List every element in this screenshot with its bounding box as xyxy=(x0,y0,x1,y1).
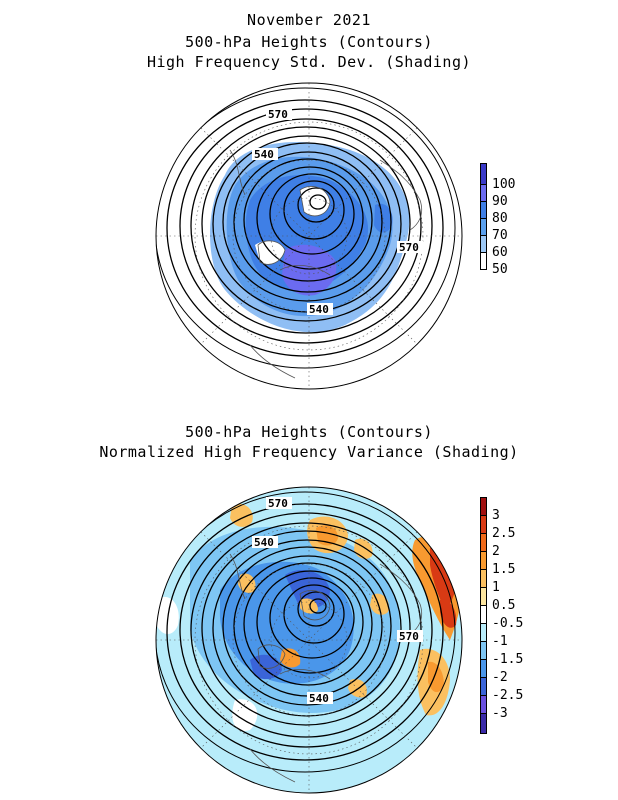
colorbar-swatch xyxy=(480,218,487,236)
colorbar-label: -2 xyxy=(492,670,508,685)
map2-coastlines xyxy=(229,553,423,783)
colorbar-label: 1 xyxy=(492,580,500,595)
colorbar-swatch xyxy=(480,201,487,219)
colorbar-label: 3 xyxy=(492,508,500,523)
colorbar-swatch xyxy=(480,569,487,588)
map1-graticule xyxy=(156,83,462,389)
colorbar-swatch xyxy=(480,497,487,516)
contour-label: 570 xyxy=(399,241,419,254)
contour-label: 540 xyxy=(254,536,274,549)
colorbar-label: 0.5 xyxy=(492,598,516,613)
colorbar-label: 80 xyxy=(492,211,508,226)
map2-border xyxy=(155,486,463,794)
colorbar-swatch xyxy=(480,587,487,606)
colorbar-label: 2 xyxy=(492,544,500,559)
colorbar-label: -2.5 xyxy=(492,688,524,703)
colorbar-normalized-variance: 3 2.5 2 1.5 1 0.5 -0.5 -1 -1.5 -2 -2.5 -… xyxy=(480,497,540,737)
colorbar-swatch xyxy=(480,551,487,570)
colorbar-swatch xyxy=(480,677,487,696)
contour-label: 570 xyxy=(268,497,288,510)
map1-coastlines xyxy=(229,149,423,379)
colorbar-swatch xyxy=(480,695,487,714)
contour-label: 540 xyxy=(309,692,329,705)
title-bottom-shading: Normalized High Frequency Variance (Shad… xyxy=(99,443,519,461)
colorbar-label: -1 xyxy=(492,634,508,649)
map2-contour-labels: 570 540 570 540 xyxy=(252,497,423,705)
title-bottom-contours: 500-hPa Heights (Contours) xyxy=(185,423,433,441)
colorbar-swatch xyxy=(480,623,487,642)
map1-contours xyxy=(156,87,456,369)
colorbar-swatch xyxy=(480,235,487,253)
contour-label: 540 xyxy=(254,148,274,161)
colorbar-label: 90 xyxy=(492,194,508,209)
colorbar-swatch xyxy=(480,713,487,734)
colorbar-swatch xyxy=(480,252,487,270)
colorbar-label: 60 xyxy=(492,245,508,260)
colorbar-label: 100 xyxy=(492,177,516,192)
colorbar-swatch xyxy=(480,515,487,534)
colorbar-label: 50 xyxy=(492,262,508,277)
colorbar-label: -0.5 xyxy=(492,616,524,631)
contour-label: 570 xyxy=(268,108,288,121)
map1-contour-labels: 570 540 570 540 xyxy=(252,108,423,316)
colorbar-std-dev: 100 90 80 70 60 50 xyxy=(480,163,540,293)
colorbar-swatch xyxy=(480,605,487,624)
colorbar-swatch xyxy=(480,641,487,660)
contour-label: 540 xyxy=(309,303,329,316)
colorbar-label: -1.5 xyxy=(492,652,524,667)
colorbar-label: 2.5 xyxy=(492,526,516,541)
colorbar-swatch xyxy=(480,163,487,185)
colorbar-label: 70 xyxy=(492,228,508,243)
colorbar-label: -3 xyxy=(492,706,508,721)
colorbar-swatch xyxy=(480,533,487,552)
map1-border xyxy=(155,82,463,390)
title-top-shading: High Frequency Std. Dev. (Shading) xyxy=(146,53,472,71)
colorbar-label: 1.5 xyxy=(492,562,516,577)
colorbar-swatch xyxy=(480,184,487,202)
title-top-contours: 500-hPa Heights (Contours) xyxy=(185,33,433,51)
contour-label: 570 xyxy=(399,630,419,643)
title-month: November 2021 xyxy=(247,11,371,29)
colorbar-swatch xyxy=(480,659,487,678)
